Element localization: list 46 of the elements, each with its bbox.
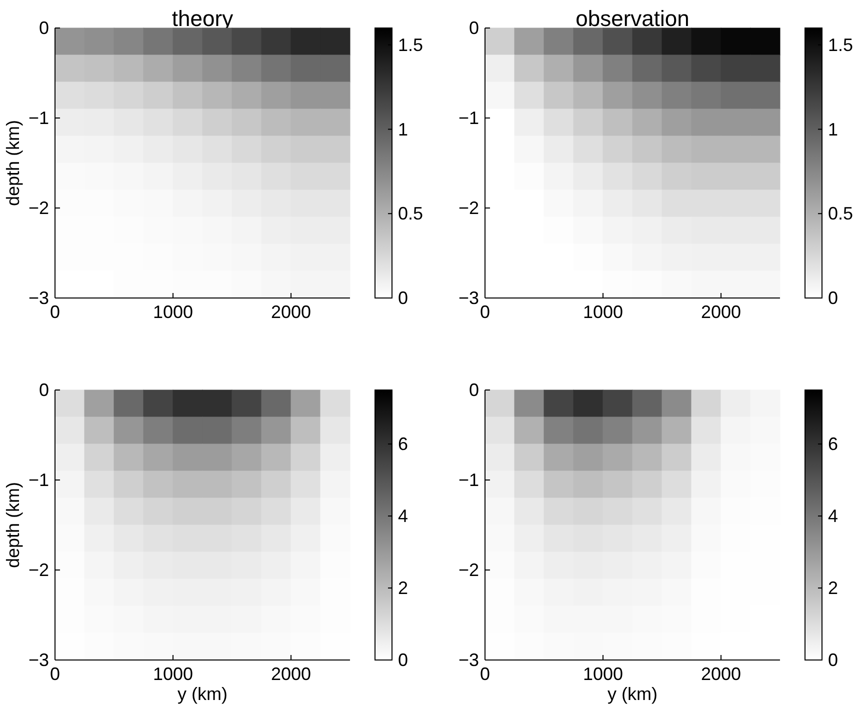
chart-title: observation <box>576 6 690 31</box>
y-tick-label: 0 <box>468 380 479 400</box>
color-bar-label: 0 <box>828 650 838 670</box>
color-bar-label: 0 <box>828 288 838 308</box>
y-axis-title: depth (km) <box>3 120 23 206</box>
x-tick-label: 1000 <box>582 302 624 322</box>
y-tick-label: −2 <box>28 560 49 580</box>
x-tick-label: 2000 <box>700 664 742 684</box>
color-bar-label: 1 <box>398 119 408 140</box>
color-bar-label: 0.5 <box>398 204 424 224</box>
y-tick-label: −1 <box>28 470 49 490</box>
x-tick-label: 2000 <box>700 302 742 322</box>
y-tick-label: −1 <box>458 108 479 128</box>
x-axis-title: y (km) <box>178 684 228 704</box>
color-bar-label: 1.5 <box>398 34 424 55</box>
color-bar-label: 0 <box>398 650 408 670</box>
x-tick-label: 2000 <box>270 664 312 684</box>
y-tick-label: −2 <box>458 198 479 218</box>
y-tick-label: 0 <box>468 18 479 38</box>
y-tick-label: −3 <box>458 288 479 308</box>
y-tick-label: 0 <box>38 380 49 400</box>
x-tick-label: 1000 <box>152 664 194 684</box>
y-tick-label: −2 <box>28 198 49 218</box>
y-axis-title: depth (km) <box>3 482 23 568</box>
y-tick-label: −3 <box>28 288 49 308</box>
x-tick-label: 1000 <box>582 664 624 684</box>
y-tick-label: −1 <box>28 108 49 128</box>
color-bar-label: 0.5 <box>828 204 854 224</box>
y-tick-label: −3 <box>28 650 49 670</box>
color-bar-label: 1.5 <box>828 34 854 55</box>
chart-title: theory <box>172 6 234 31</box>
y-tick-label: −2 <box>458 560 479 580</box>
color-bar-label: 2 <box>398 578 408 598</box>
color-bar-label: 4 <box>398 506 408 526</box>
y-tick-label: −1 <box>458 470 479 490</box>
color-bar-label: 0 <box>398 288 408 308</box>
x-tick-label: 2000 <box>270 302 312 322</box>
color-bar-label: 4 <box>828 506 838 526</box>
x-axis-title: y (km) <box>608 684 658 704</box>
y-tick-label: −3 <box>458 650 479 670</box>
color-bar-label: 1 <box>828 119 838 140</box>
color-bar-label: 6 <box>828 434 838 454</box>
x-tick-label: 1000 <box>152 302 194 322</box>
y-tick-label: 0 <box>38 18 49 38</box>
color-bar-label: 6 <box>398 434 408 454</box>
color-bar-label: 2 <box>828 578 838 598</box>
